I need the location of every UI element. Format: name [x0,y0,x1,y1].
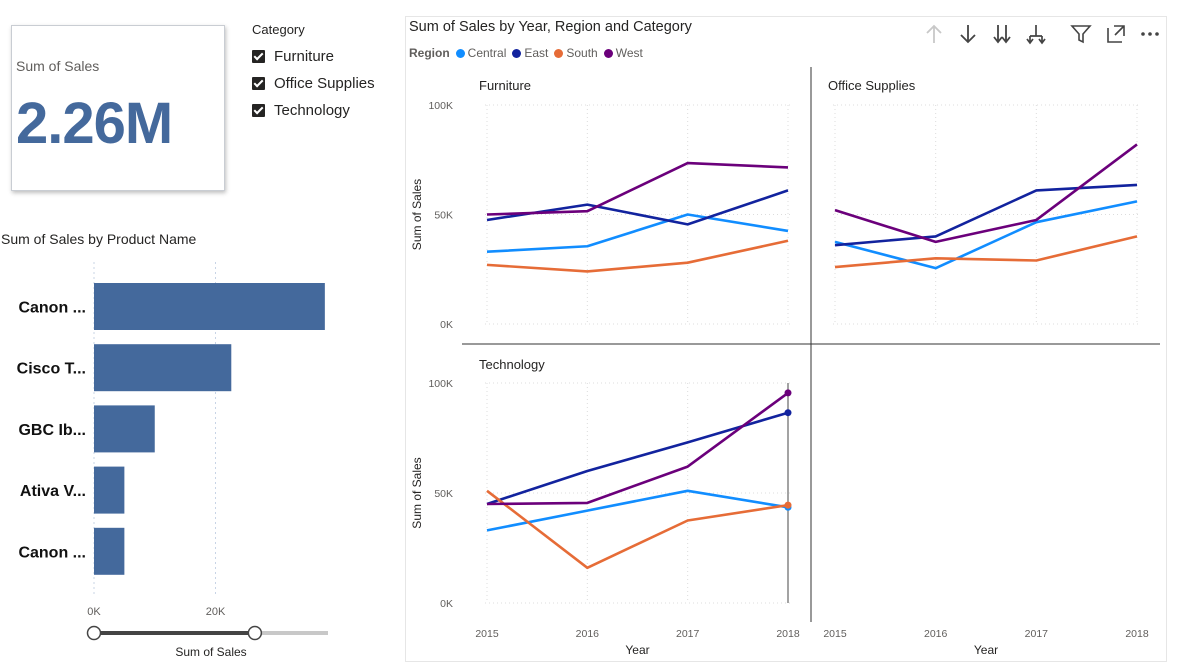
more-options-icon[interactable] [1138,22,1162,46]
data-point-east [784,409,792,417]
x-axis-title: Year [625,643,649,657]
series-line-west[interactable] [486,161,789,216]
legend-dot [554,48,564,58]
line-chart-plots[interactable]: Furniture 0K 50K 100K Sum of Sales Office Sup… [405,60,1181,662]
bar-category-label: Canon ... [18,300,86,317]
slicer-item-label: Furniture [274,48,335,65]
panel-title: Office Supplies [828,78,916,93]
slicer-item-technology[interactable]: Technology [252,97,392,124]
panel-title: Furniture [479,78,531,93]
slicer-title: Category [252,22,305,37]
series-line-central[interactable] [834,200,1138,270]
series-line-south[interactable] [486,489,789,570]
x-tick-label: 2017 [676,628,700,640]
slicer-item-label: Office Supplies [274,75,375,92]
x-tick-label: 2018 [1125,628,1149,640]
x-tick-label: 2017 [1025,628,1049,640]
bar [94,405,155,453]
y-axis-title: Sum of Sales [410,179,424,250]
x-tick-label: 20K [206,606,226,618]
slider-low-handle[interactable] [86,625,102,641]
x-tick-label: 2016 [924,628,948,640]
line-chart-legend: Region Central East South West [409,46,649,60]
data-point-west [784,389,792,397]
legend-item-south[interactable]: South [554,46,598,60]
y-axis-title: Sum of Sales [410,457,424,528]
y-tick-label: 50K [434,210,453,222]
drill-down-icon[interactable] [956,22,980,46]
legend-label: West [615,46,643,60]
x-tick-label: 2015 [475,628,499,640]
y-tick-label: 0K [440,319,453,331]
series-line-east[interactable] [486,411,789,506]
series-line-west[interactable] [834,143,1138,244]
card-label: Sum of Sales [16,58,100,74]
category-slicer: Category Furniture Office Supplies Techn… [252,22,392,124]
drill-up-icon[interactable] [922,22,946,46]
bar-category-label: Ativa V... [20,483,86,500]
slicer-item-office-supplies[interactable]: Office Supplies [252,70,392,97]
legend-label: Central [467,46,507,60]
legend-item-west[interactable]: West [603,46,643,60]
bar [94,344,232,392]
focus-mode-icon[interactable] [1104,22,1128,46]
series-line-east[interactable] [834,183,1138,247]
bar [94,283,325,330]
series-line-east[interactable] [486,189,789,226]
data-point-south [784,501,792,509]
slider-high-handle[interactable] [247,625,263,641]
series-line-central[interactable] [486,213,789,254]
y-tick-label: 100K [428,100,453,112]
x-tick-label: 2018 [776,628,800,640]
legend-dot [512,48,522,58]
series-line-west[interactable] [486,391,789,506]
x-axis-title: Sum of Sales [175,645,246,659]
sum-of-sales-card[interactable]: Sum of Sales 2.26M [11,25,225,191]
y-tick-label: 100K [428,378,453,390]
series-line-south[interactable] [834,235,1138,269]
checkbox-checked-icon[interactable] [252,50,265,63]
line-chart-title: Sum of Sales by Year, Region and Categor… [409,19,692,35]
bar-category-label: Canon ... [18,544,86,561]
series-line-south[interactable] [486,239,789,273]
panel-title: Technology [479,357,545,372]
legend-label: South [566,46,598,60]
bar-chart-title: Sum of Sales by Product Name [1,231,197,247]
x-tick-label: 2016 [576,628,600,640]
y-tick-label: 50K [434,488,453,500]
bar [94,527,125,575]
checkbox-checked-icon[interactable] [252,104,265,117]
y-tick-label: 0K [440,598,453,610]
series-line-central[interactable] [486,489,789,532]
bar-chart[interactable]: Canon ... Cisco T... GBC Ib... Ativa V... Ca… [0,250,400,662]
legend-title: Region [409,46,450,60]
slicer-item-label: Technology [274,102,350,119]
expand-all-down-icon[interactable] [990,22,1014,46]
expand-hierarchy-icon[interactable] [1024,22,1048,46]
legend-label: East [524,46,549,60]
x-axis-title: Year [974,643,998,657]
x-tick-label: 0K [87,606,101,618]
card-value: 2.26M [16,91,173,156]
legend-dot [603,48,613,58]
bar-category-label: Cisco T... [17,361,86,378]
checkbox-checked-icon[interactable] [252,77,265,90]
legend-item-central[interactable]: Central [455,46,507,60]
filter-icon[interactable] [1069,22,1093,46]
legend-dot [455,48,465,58]
bar [94,466,125,514]
x-tick-label: 2015 [823,628,847,640]
slicer-item-furniture[interactable]: Furniture [252,43,392,70]
bar-category-label: GBC Ib... [18,422,86,439]
legend-item-east[interactable]: East [512,46,548,60]
